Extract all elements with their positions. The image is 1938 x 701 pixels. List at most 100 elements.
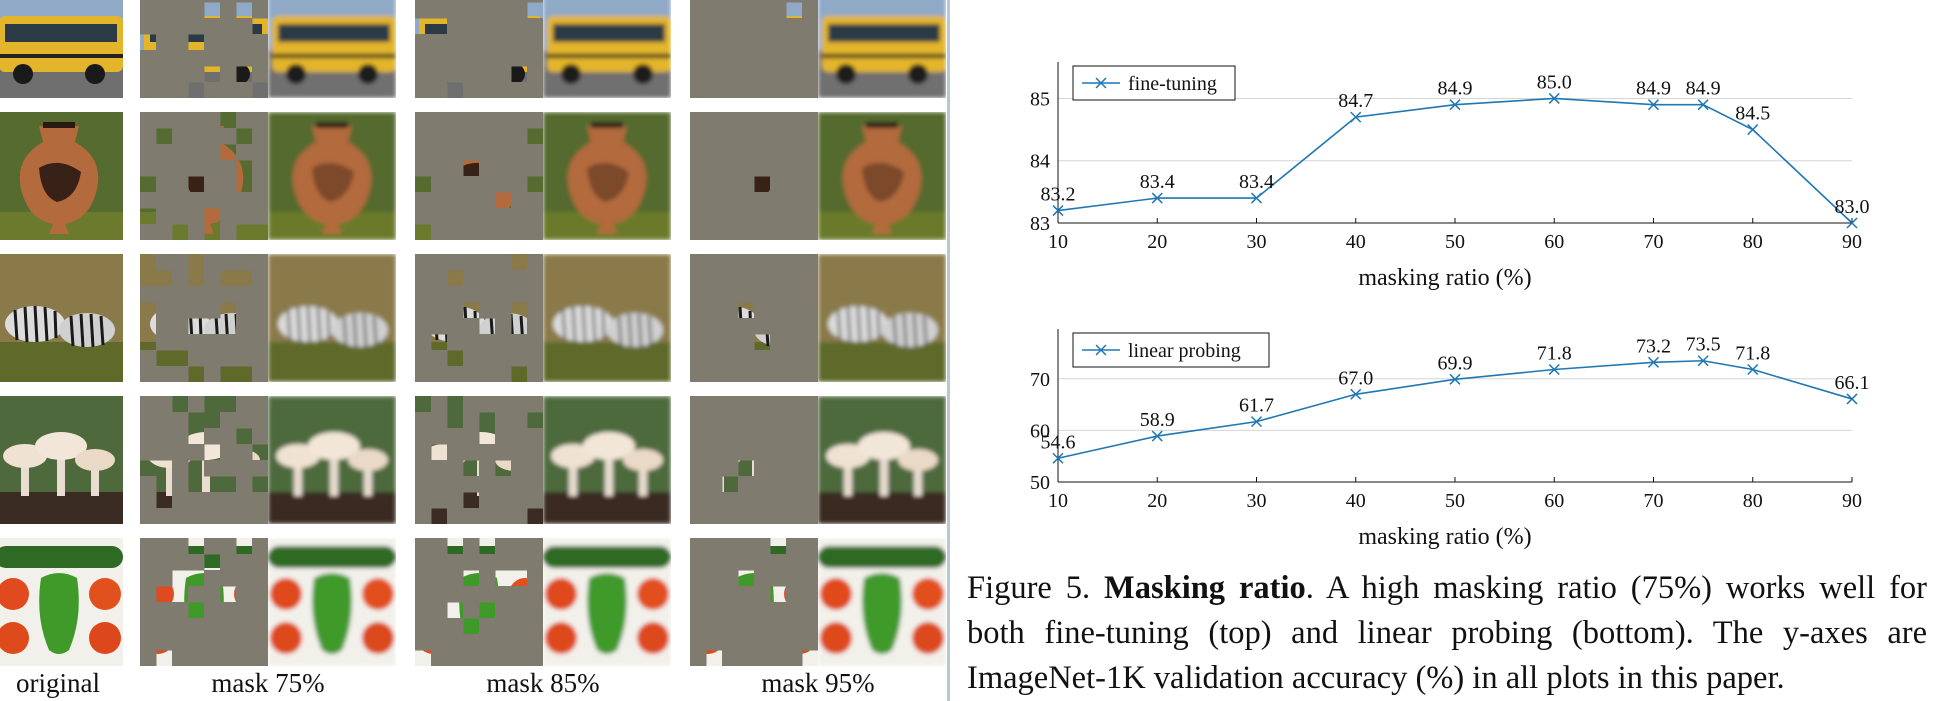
masked-image: [415, 0, 543, 98]
data-point-marker: [1548, 363, 1560, 376]
data-point-marker: [1151, 430, 1163, 442]
label-mask-85: mask 85%: [486, 668, 600, 698]
original-image: [0, 0, 123, 98]
masked-image: [140, 0, 268, 98]
reconstructed-image: [268, 254, 396, 382]
data-label: 69.9: [1438, 352, 1473, 374]
data-point-marker: [1350, 388, 1362, 400]
x-tick-label: 90: [1842, 231, 1862, 253]
x-tick-label: 20: [1147, 231, 1167, 253]
data-label: 83.4: [1140, 171, 1175, 193]
x-tick-label: 50: [1445, 490, 1465, 512]
x-tick-label: 70: [1644, 231, 1664, 253]
masked-image: [690, 254, 818, 382]
x-tick-label: 60: [1544, 490, 1564, 512]
data-label: 84.7: [1338, 90, 1373, 112]
original-image: [0, 538, 123, 666]
caption-prefix: Figure 5.: [967, 570, 1105, 606]
masked-image: [140, 396, 268, 524]
data-label: 73.5: [1686, 334, 1721, 356]
x-tick-label: 80: [1743, 490, 1763, 512]
data-point-marker: [1052, 452, 1064, 464]
x-axis-label: masking ratio (%): [1358, 265, 1531, 290]
y-tick-label: 50: [1030, 472, 1050, 494]
x-tick-label: 60: [1544, 231, 1564, 253]
reconstructed-image: [543, 538, 671, 666]
linear-probing-chart: 50 60 70 10 20 30 40 50 60 70 80 90 masking ratio (%…: [990, 300, 1890, 555]
legend-label: fine-tuning: [1128, 73, 1217, 95]
data-label: 84.9: [1438, 78, 1473, 100]
y-tick-label: 84: [1030, 151, 1050, 173]
data-point-marker: [1647, 99, 1660, 111]
data-label: 83.4: [1239, 171, 1274, 193]
data-label: 54.6: [1041, 431, 1076, 453]
label-mask-75: mask 75%: [211, 668, 325, 698]
x-tick-label: 70: [1644, 490, 1664, 512]
y-tick-label: 70: [1030, 369, 1050, 391]
figure-caption: Figure 5. Masking ratio. A high masking …: [967, 566, 1927, 701]
x-tick-label: 90: [1842, 490, 1862, 512]
data-point-marker: [1151, 192, 1163, 204]
caption-body: . A high masking ratio (75%) works well …: [967, 570, 1927, 696]
y-tick-label: 60: [1030, 420, 1050, 442]
original-image: [0, 396, 123, 524]
legend: linear probing: [1072, 332, 1270, 368]
masked-image: [415, 396, 543, 524]
x-tick-label: 20: [1147, 490, 1167, 512]
reconstructed-image: [818, 538, 946, 666]
masked-image: [415, 254, 543, 382]
x-tick-label: 40: [1346, 231, 1366, 253]
data-point-marker: [1747, 124, 1759, 136]
legend-label: linear probing: [1128, 340, 1241, 362]
data-point-marker: [1697, 99, 1709, 111]
data-point-marker: [1747, 363, 1759, 376]
reconstructed-image: [268, 112, 396, 240]
y-tick-label: 85: [1030, 88, 1050, 110]
series-line: [1057, 97, 1853, 224]
masked-image: [140, 112, 268, 240]
masked-image: [415, 112, 543, 240]
masked-image: [415, 538, 543, 666]
reconstructed-image: [543, 254, 671, 382]
x-tick-label: 30: [1247, 231, 1267, 253]
data-label: 84.9: [1686, 78, 1721, 100]
label-original: original: [16, 668, 100, 698]
reconstructed-image: [543, 396, 671, 524]
data-point-marker: [1052, 205, 1064, 217]
reconstructed-image: [818, 254, 946, 382]
caption-title: Masking ratio: [1104, 570, 1306, 606]
data-label: 66.1: [1835, 372, 1870, 394]
data-label: 73.2: [1636, 335, 1671, 357]
x-tick-label: 40: [1346, 490, 1366, 512]
original-image: [0, 254, 123, 382]
column-divider: [947, 0, 950, 701]
data-point-marker: [1647, 356, 1660, 368]
reconstructed-image: [268, 0, 396, 98]
reconstructed-image: [818, 396, 946, 524]
masked-image: [690, 0, 818, 98]
data-label: 83.0: [1835, 196, 1870, 218]
data-point-marker: [1449, 99, 1461, 111]
fine-tuning-plot: 83 84 85 10 20 30 40 50 60 70 80 90 masking ratio (%…: [1030, 62, 1870, 291]
data-label: 84.9: [1636, 78, 1671, 100]
data-label: 84.5: [1735, 103, 1770, 125]
x-tick-label: 10: [1048, 490, 1068, 512]
linear-probing-plot: 50 60 70 10 20 30 40 50 60 70 80 90 masking ratio (%…: [1030, 329, 1870, 550]
image-grid: original mask 75% mask 85% mask 95%: [0, 0, 947, 701]
data-label: 71.8: [1735, 343, 1770, 365]
data-point-marker: [1697, 355, 1709, 367]
data-point-marker: [1250, 416, 1263, 428]
series-line: [1057, 359, 1853, 460]
reconstructed-image: [268, 396, 396, 524]
data-label: 71.8: [1537, 343, 1572, 365]
reconstructed-image: [543, 0, 671, 98]
data-label: 67.0: [1338, 367, 1373, 389]
data-point-marker: [1846, 393, 1858, 405]
reconstructed-image: [543, 112, 671, 240]
data-point-marker: [1548, 92, 1560, 104]
legend: fine-tuning: [1072, 65, 1236, 101]
data-point-marker: [1846, 217, 1858, 229]
reconstructed-image: [268, 538, 396, 666]
data-point-marker: [1250, 192, 1263, 204]
data-point-marker: [1449, 373, 1461, 385]
